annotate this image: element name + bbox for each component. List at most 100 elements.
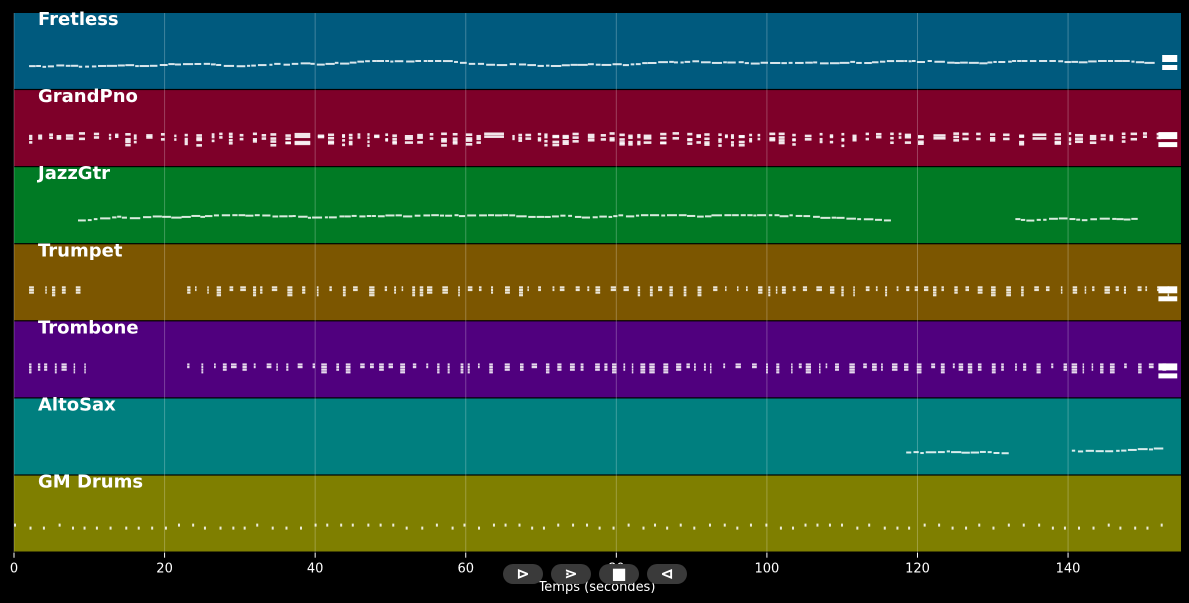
note [874, 218, 882, 221]
note [587, 133, 595, 137]
note [792, 138, 796, 142]
note [916, 371, 922, 374]
note [954, 291, 958, 294]
note [1032, 133, 1047, 137]
note [388, 366, 393, 369]
note [876, 132, 882, 136]
note [216, 294, 222, 297]
note [1036, 371, 1041, 374]
note [1063, 526, 1066, 530]
note [221, 214, 231, 217]
note [736, 288, 739, 292]
note [385, 133, 389, 136]
note [745, 288, 748, 292]
note [933, 134, 946, 137]
note [631, 371, 634, 374]
note [44, 366, 48, 369]
note [29, 371, 32, 374]
back-button[interactable]: ⊲ [647, 564, 687, 584]
note [1022, 523, 1025, 527]
note [1020, 218, 1026, 221]
note [1146, 526, 1149, 530]
note [628, 136, 633, 140]
note [518, 523, 521, 527]
note [803, 215, 811, 218]
note [512, 137, 515, 141]
note [447, 363, 450, 366]
note [865, 132, 869, 136]
note [1138, 363, 1142, 366]
stop-button[interactable]: ■ [599, 564, 639, 584]
note [708, 523, 711, 527]
note [757, 133, 761, 137]
note [1153, 447, 1164, 450]
note [768, 214, 773, 217]
note [137, 526, 140, 530]
note [958, 366, 964, 369]
note [923, 523, 926, 527]
note [875, 288, 878, 292]
note [336, 368, 340, 371]
note [1100, 368, 1104, 371]
note [44, 363, 48, 366]
note [1034, 286, 1039, 289]
note [458, 286, 460, 289]
note [1109, 371, 1115, 374]
note [415, 60, 422, 62]
note [61, 286, 66, 289]
note [991, 294, 996, 297]
note [492, 523, 495, 527]
note [725, 286, 727, 289]
note [392, 141, 397, 145]
note [896, 526, 899, 530]
note [1109, 138, 1114, 142]
note [527, 286, 529, 289]
note [283, 63, 290, 66]
note [802, 288, 808, 292]
note [911, 60, 916, 62]
note [467, 214, 477, 217]
note [372, 215, 376, 218]
note [214, 366, 216, 369]
note [447, 368, 450, 371]
note [575, 288, 580, 292]
note [1015, 368, 1017, 371]
note [491, 291, 494, 294]
play-button[interactable]: ⊳ [503, 564, 543, 584]
note [426, 366, 429, 369]
note [1060, 286, 1063, 289]
note [168, 63, 175, 66]
note [704, 137, 710, 141]
note [850, 60, 856, 63]
note [261, 137, 267, 140]
note [384, 288, 388, 292]
note [660, 141, 667, 145]
note [791, 363, 793, 366]
note [427, 288, 433, 292]
note [214, 363, 216, 366]
note [419, 291, 424, 294]
track-lane [14, 167, 1181, 244]
note [612, 371, 617, 374]
note [713, 286, 718, 289]
note [106, 64, 118, 67]
note [1104, 286, 1110, 289]
track-label: Fretless [38, 9, 119, 30]
note [412, 363, 417, 366]
note [898, 136, 902, 139]
note [1032, 137, 1047, 140]
note [38, 137, 43, 140]
note [228, 132, 233, 136]
note [211, 135, 215, 139]
note [429, 132, 434, 136]
note [316, 294, 319, 297]
note [325, 62, 335, 65]
note [61, 288, 66, 292]
note [505, 291, 510, 294]
note [623, 363, 626, 366]
note [895, 60, 904, 63]
note [51, 294, 56, 297]
note [791, 371, 793, 374]
forward-button[interactable]: ⋗ [551, 564, 591, 584]
note [287, 294, 293, 297]
